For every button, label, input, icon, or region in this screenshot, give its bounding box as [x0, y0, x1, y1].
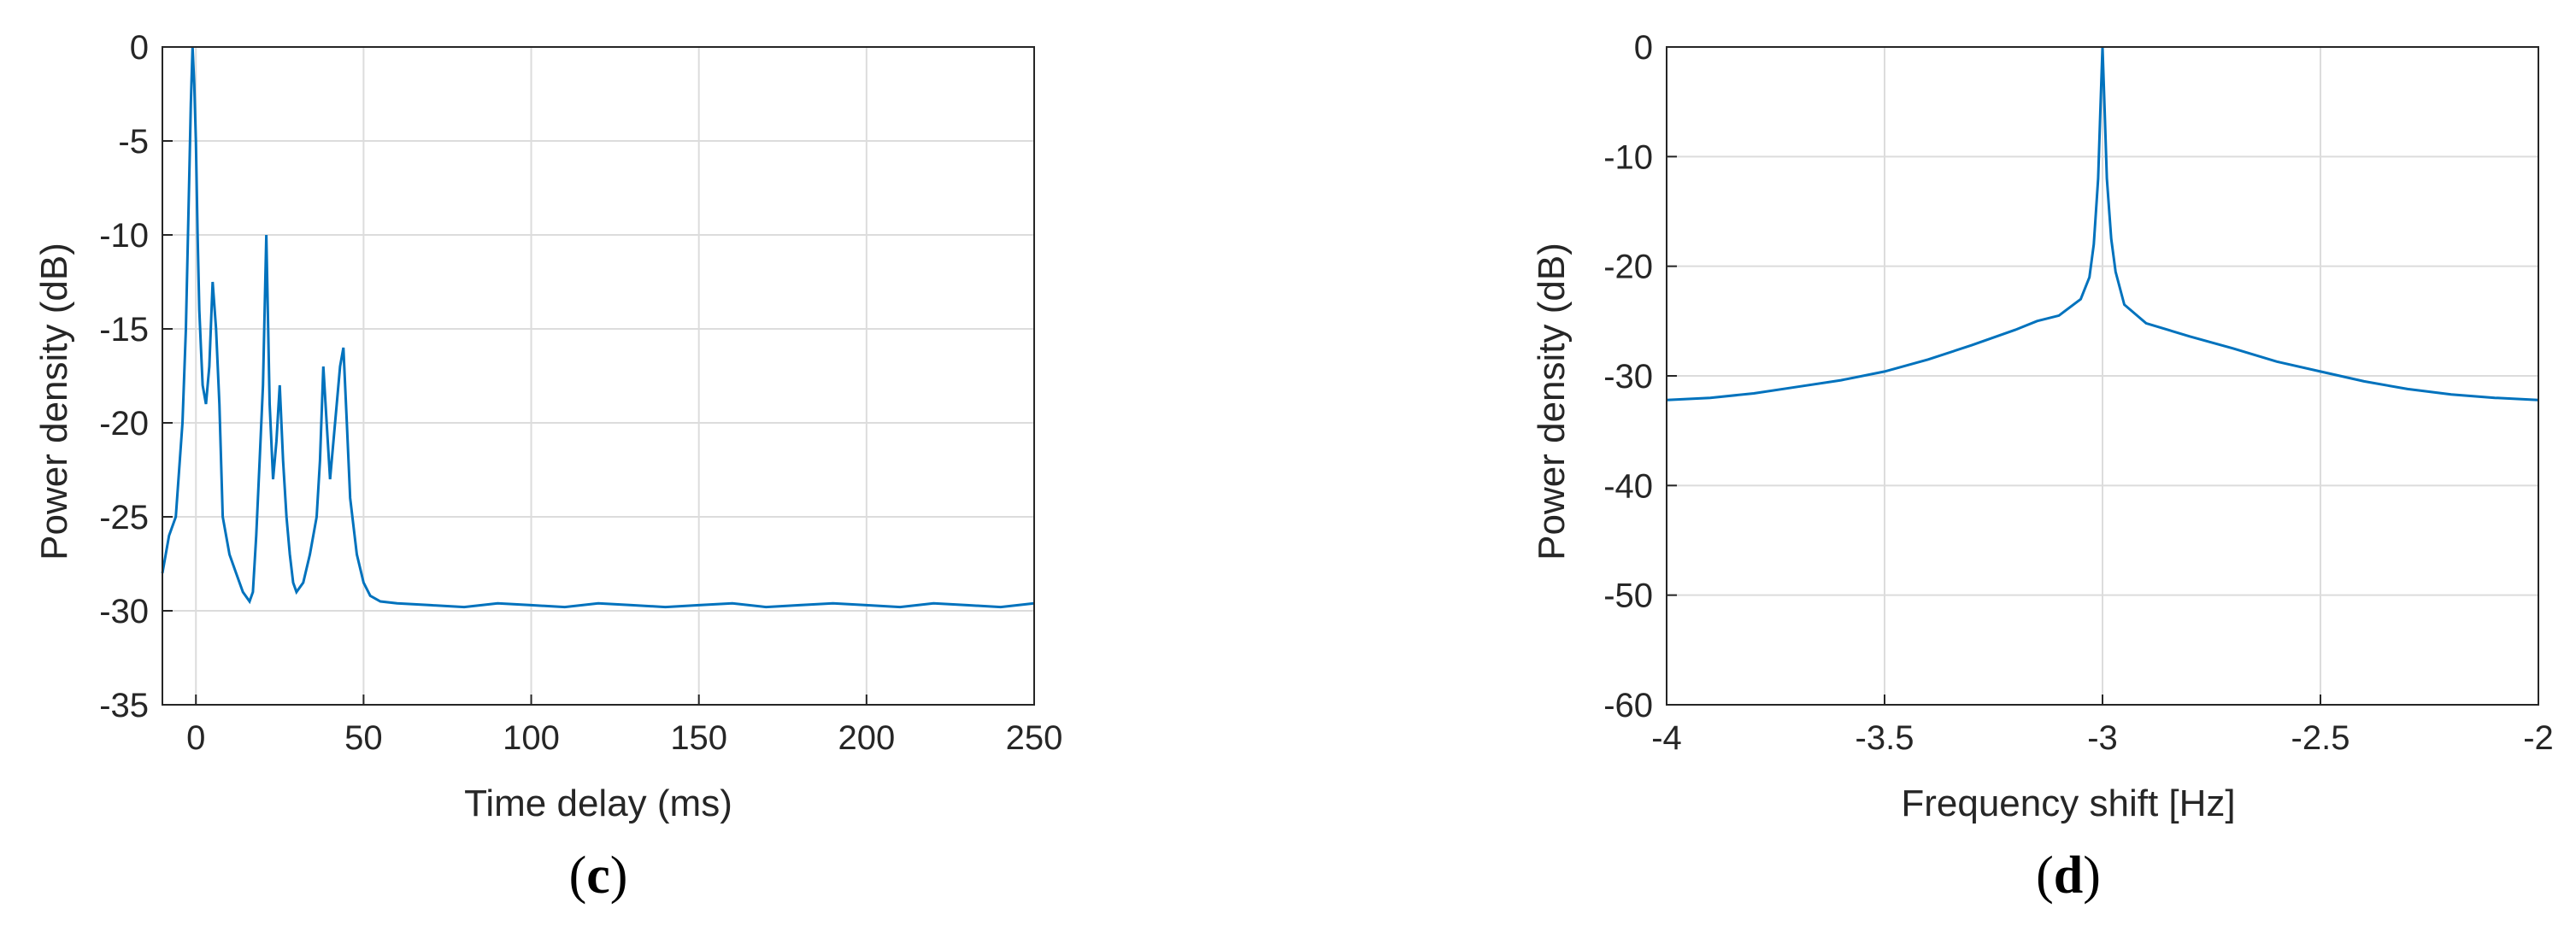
chart-c-x-tick-label: 150 [670, 719, 727, 757]
chart-c-axes-box [162, 46, 1035, 706]
chart-d-x-tick-label: -3.5 [1856, 719, 1914, 757]
chart-c-panel-letter: c [586, 847, 610, 905]
chart-d-x-tick-label: -2 [2523, 719, 2554, 757]
chart-d-x-tick-label: -4 [1651, 719, 1682, 757]
chart-c-y-tick-label: -35 [99, 687, 149, 724]
chart-c-x-tick-label: 0 [186, 719, 205, 757]
chart-d-y-tick-label: -30 [1603, 358, 1653, 396]
chart-d-x-tick-label: -3 [2087, 719, 2118, 757]
chart-c-x-tick-label: 250 [1006, 719, 1063, 757]
chart-d-y-tick-label: -20 [1603, 249, 1653, 286]
chart-d-y-tick-label: -60 [1603, 687, 1653, 724]
chart-d: -4 -3.5 -3 -2.5 -2 0 -10 -20 -30 -40 -50 -60 Frequ… [1531, 29, 2554, 905]
chart-d-x-axis-label: Frequency shift [Hz] [1901, 783, 2235, 824]
chart-c-series-line [161, 46, 1035, 609]
chart-c-y-tick-label: 0 [130, 29, 149, 67]
chart-d-grid [1666, 46, 2539, 706]
chart-d-x-tick-label: -2.5 [2291, 719, 2350, 757]
chart-c-y-tick-label: -15 [99, 311, 149, 349]
chart-c-x-tick-label: 200 [838, 719, 895, 757]
chart-d-y-tick-label: -50 [1603, 577, 1653, 615]
chart-c: 0 50 100 150 200 250 0 -5 -10 -15 -20 -25 -30 -35 Ti… [33, 29, 1062, 905]
chart-c-y-axis-label: Power density (dB) [33, 243, 75, 560]
chart-d-y-tick-label: 0 [1634, 29, 1653, 67]
chart-c-y-tick-label: -25 [99, 499, 149, 536]
chart-d-panel-letter: d [2054, 847, 2083, 905]
chart-c-y-tick-label: -20 [99, 405, 149, 443]
chart-c-x-tick-label: 50 [344, 719, 383, 757]
chart-d-y-ticks: 0 -10 -20 -30 -40 -50 -60 [1603, 29, 1677, 724]
chart-c-x-ticks: 0 50 100 150 200 250 [186, 695, 1062, 757]
chart-c-y-tick-label: -5 [118, 123, 149, 161]
chart-d-y-tick-label: -10 [1603, 138, 1653, 176]
chart-c-y-ticks: 0 -5 -10 -15 -20 -25 -30 -35 [99, 29, 173, 724]
chart-c-y-tick-label: -30 [99, 593, 149, 630]
chart-d-panel-label: (d) [2036, 847, 2101, 905]
chart-c-line-layer [161, 46, 1035, 609]
chart-d-y-tick-label: -40 [1603, 467, 1653, 505]
chart-d-x-ticks: -4 -3.5 -3 -2.5 -2 [1651, 695, 2554, 757]
chart-d-y-axis-label: Power density (dB) [1531, 243, 1573, 560]
chart-c-y-tick-label: -10 [99, 217, 149, 255]
chart-c-x-axis-label: Time delay (ms) [464, 783, 732, 824]
chart-c-panel-label: (c) [569, 847, 628, 905]
chart-c-x-tick-label: 100 [503, 719, 560, 757]
